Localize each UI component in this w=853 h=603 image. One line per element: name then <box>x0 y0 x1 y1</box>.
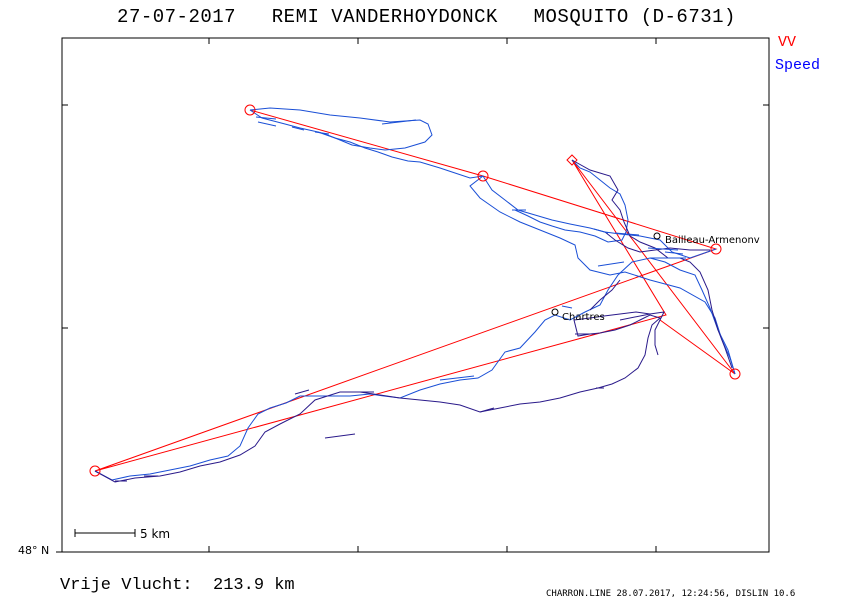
place-label-chartres: Chartres <box>562 312 605 323</box>
scale-bar <box>74 529 136 537</box>
speed-markers-low <box>115 313 651 482</box>
map-frame <box>61 37 770 553</box>
turnpoint-marker <box>244 104 256 116</box>
latitude-label: 48° N <box>18 544 50 557</box>
flight-track <box>94 107 736 481</box>
place-label-bailleau: Bailleau-Armenonv <box>665 235 760 246</box>
start-marker <box>566 154 578 166</box>
flight-track-low <box>94 159 733 483</box>
place-marker-bailleau <box>653 232 661 240</box>
map-title: 27-07-2017 REMI VANDERHOYDONCK MOSQUITO … <box>117 6 736 28</box>
turnpoint-marker <box>710 243 722 255</box>
distance-summary: Vrije Vlucht: 213.9 km <box>60 576 295 595</box>
turnpoint-marker <box>89 465 101 477</box>
turnpoints <box>89 104 741 477</box>
footer-info: CHARRON.LINE 28.07.2017, 12:24:56, DISLI… <box>546 589 796 599</box>
task-route <box>94 109 736 472</box>
place-marker-chartres <box>551 308 559 316</box>
turnpoint-marker <box>477 170 489 182</box>
legend-speed: Speed <box>775 57 821 74</box>
turnpoint-marker <box>729 368 741 380</box>
axis-ticks <box>56 38 769 553</box>
speed-markers <box>255 116 686 381</box>
legend-vv: VV <box>778 34 797 51</box>
scale-label: 5 km <box>140 527 170 541</box>
